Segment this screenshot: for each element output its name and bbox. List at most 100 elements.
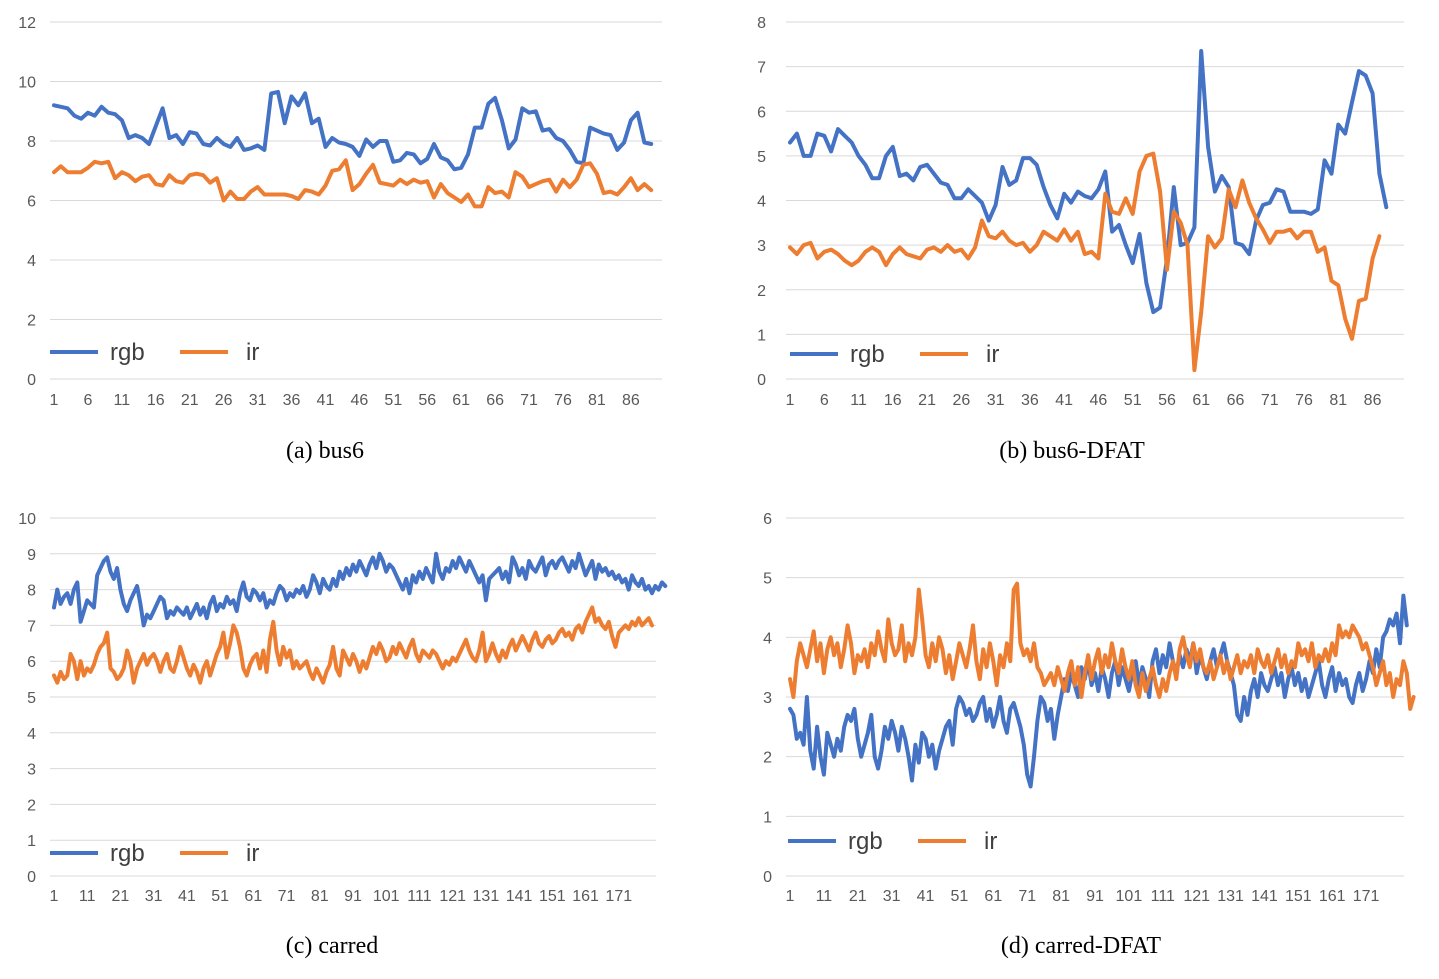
x-tick-label: 56 — [1158, 392, 1176, 409]
x-tick-label: 101 — [1116, 888, 1143, 905]
series-line-rgb — [788, 49, 1389, 315]
x-tick-label: 86 — [622, 392, 640, 409]
legend-label-ir: ir — [246, 840, 259, 867]
series-line-rgb — [788, 593, 1409, 789]
x-tick-label: 11 — [114, 392, 131, 409]
x-tick-label: 121 — [1183, 888, 1210, 905]
x-tick-label: 31 — [883, 888, 901, 905]
series-line-ir — [52, 605, 654, 685]
x-tick-label: 31 — [987, 392, 1005, 409]
x-tick-label: 46 — [350, 392, 368, 409]
y-tick-label: 9 — [27, 547, 36, 564]
x-tick-label: 81 — [311, 888, 329, 905]
y-tick-label: 5 — [27, 690, 36, 707]
x-tick-label: 121 — [439, 888, 466, 905]
y-tick-label: 8 — [27, 134, 36, 151]
x-tick-label: 36 — [1021, 392, 1039, 409]
x-tick-label: 16 — [884, 392, 902, 409]
x-tick-label: 61 — [244, 888, 262, 905]
x-tick-label: 1 — [50, 392, 59, 409]
x-tick-label: 91 — [344, 888, 362, 905]
x-tick-label: 161 — [572, 888, 599, 905]
y-tick-label: 3 — [757, 238, 766, 255]
x-tick-label: 41 — [917, 888, 935, 905]
y-tick-label: 12 — [18, 15, 36, 32]
x-tick-label: 1 — [786, 888, 795, 905]
x-tick-label: 31 — [145, 888, 163, 905]
y-tick-label: 8 — [27, 583, 36, 600]
x-tick-label: 141 — [506, 888, 533, 905]
y-tick-label: 8 — [757, 15, 766, 32]
x-tick-label: 21 — [918, 392, 936, 409]
x-tick-label: 76 — [1295, 392, 1313, 409]
y-tick-label: 2 — [27, 797, 36, 814]
series-line-ir — [788, 581, 1416, 711]
y-tick-label: 4 — [27, 253, 36, 270]
x-tick-label: 61 — [1192, 392, 1210, 409]
legend-label-rgb: rgb — [110, 840, 145, 867]
chart-caption: (d) carred-DFAT — [1001, 933, 1161, 959]
x-tick-label: 76 — [554, 392, 572, 409]
y-tick-label: 6 — [757, 104, 766, 121]
x-tick-label: 111 — [1151, 888, 1175, 905]
x-tick-label: 41 — [178, 888, 196, 905]
y-tick-label: 3 — [27, 762, 36, 779]
series-line-rgb — [52, 551, 668, 628]
x-tick-label: 51 — [1124, 392, 1142, 409]
x-tick-label: 51 — [384, 392, 402, 409]
y-tick-label: 5 — [757, 149, 766, 166]
y-tick-label: 10 — [18, 511, 36, 528]
x-tick-label: 26 — [952, 392, 970, 409]
x-tick-label: 6 — [820, 392, 829, 409]
x-tick-label: 21 — [849, 888, 867, 905]
y-tick-label: 7 — [757, 60, 766, 77]
x-tick-label: 131 — [473, 888, 500, 905]
y-tick-label: 6 — [27, 654, 36, 671]
x-tick-label: 131 — [1217, 888, 1244, 905]
series-line-ir — [788, 151, 1382, 373]
series-line-rgb — [52, 89, 654, 172]
chart-caption: (a) bus6 — [286, 438, 364, 464]
x-tick-label: 151 — [1285, 888, 1312, 905]
y-tick-label: 5 — [763, 571, 772, 588]
x-tick-label: 141 — [1251, 888, 1278, 905]
legend-label-rgb: rgb — [110, 339, 145, 366]
x-tick-label: 61 — [452, 392, 470, 409]
legend-label-ir: ir — [984, 828, 997, 855]
y-tick-label: 4 — [27, 726, 36, 743]
x-tick-label: 151 — [539, 888, 566, 905]
y-tick-label: 0 — [27, 869, 36, 886]
x-tick-label: 1 — [786, 392, 795, 409]
x-tick-label: 26 — [215, 392, 233, 409]
y-tick-label: 10 — [18, 75, 36, 92]
y-tick-label: 0 — [763, 869, 772, 886]
x-tick-label: 81 — [588, 392, 606, 409]
x-tick-label: 171 — [1353, 888, 1380, 905]
x-tick-label: 66 — [1227, 392, 1245, 409]
chart-caption: (c) carred — [286, 933, 379, 959]
x-tick-label: 11 — [850, 392, 867, 409]
x-tick-label: 111 — [407, 888, 431, 905]
x-tick-label: 21 — [181, 392, 199, 409]
legend-label-ir: ir — [246, 339, 259, 366]
x-tick-label: 171 — [605, 888, 632, 905]
x-tick-label: 71 — [278, 888, 296, 905]
y-tick-label: 6 — [27, 194, 36, 211]
chart-caption: (b) bus6-DFAT — [999, 438, 1145, 464]
x-tick-label: 91 — [1086, 888, 1104, 905]
legend-label-ir: ir — [986, 341, 999, 368]
y-tick-label: 1 — [27, 833, 36, 850]
x-tick-label: 36 — [283, 392, 301, 409]
x-tick-label: 61 — [984, 888, 1002, 905]
x-tick-label: 71 — [520, 392, 538, 409]
y-tick-label: 4 — [757, 194, 766, 211]
x-tick-label: 86 — [1364, 392, 1382, 409]
legend-label-rgb: rgb — [850, 341, 885, 368]
x-tick-label: 1 — [50, 888, 59, 905]
x-tick-label: 81 — [1052, 888, 1070, 905]
y-tick-label: 4 — [763, 630, 772, 647]
x-tick-label: 46 — [1090, 392, 1108, 409]
x-tick-label: 71 — [1261, 392, 1279, 409]
y-tick-label: 2 — [27, 313, 36, 330]
